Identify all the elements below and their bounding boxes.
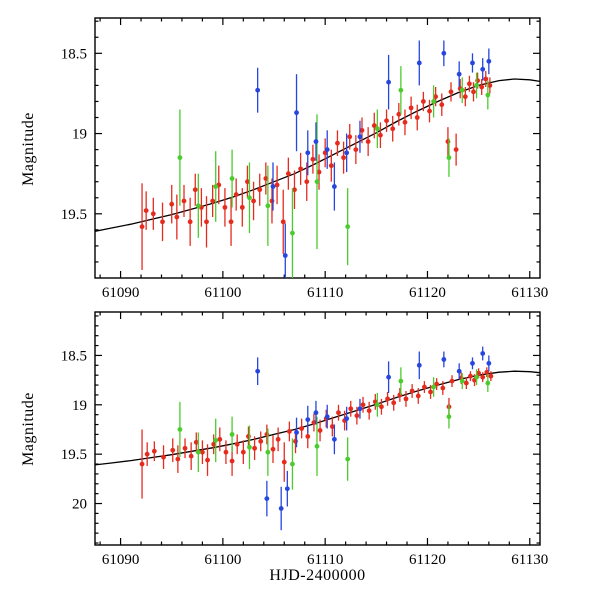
x-tick-label: 61110 <box>307 285 343 301</box>
y-tick-label: 19 <box>72 127 87 143</box>
x-tick-label: 61120 <box>409 552 446 568</box>
x-axis-label: HJD-2400000 <box>269 567 366 584</box>
axis-frame <box>94 311 541 546</box>
y-axis-label-top: Magnitude <box>20 112 37 186</box>
model-curve <box>95 78 540 232</box>
y-tick-label: 19 <box>72 398 87 414</box>
panel-bottom: 61090 61100 61110 61120 61130 18.5 19 19.5 20 <box>61 311 548 568</box>
axis-ticks <box>95 312 540 545</box>
axis-ticks <box>95 18 540 278</box>
series-blue <box>255 346 492 531</box>
x-tick-label: 61120 <box>409 285 446 301</box>
x-tick-label: 61100 <box>204 285 241 301</box>
x-tick-label: 61100 <box>204 552 241 568</box>
series-green <box>177 66 491 278</box>
y-tick-label: 20 <box>72 497 87 513</box>
x-tick-label: 61090 <box>102 552 140 568</box>
y-tick-label: 19.5 <box>61 447 87 463</box>
y-tick-label: 18.5 <box>61 348 87 364</box>
y-axis-label-bottom: Magnitude <box>20 392 37 466</box>
series-green <box>177 367 491 490</box>
panel-top: 61090 61100 61110 61120 61130 18.5 19 19.5 <box>61 17 548 301</box>
tick-labels: 61090 61100 61110 61120 61130 18.5 19 19.5 <box>61 46 548 301</box>
y-tick-label: 18.5 <box>61 46 87 62</box>
series-blue <box>255 40 492 278</box>
x-tick-label: 61090 <box>102 285 140 301</box>
y-tick-label: 19.5 <box>61 207 87 223</box>
x-tick-label: 61130 <box>511 285 548 301</box>
axis-frame <box>94 17 541 279</box>
x-tick-label: 61130 <box>511 552 548 568</box>
model-curve <box>95 370 540 466</box>
tick-labels: 61090 61100 61110 61120 61130 18.5 19 19.5 20 <box>61 348 548 568</box>
x-tick-label: 61110 <box>307 552 343 568</box>
